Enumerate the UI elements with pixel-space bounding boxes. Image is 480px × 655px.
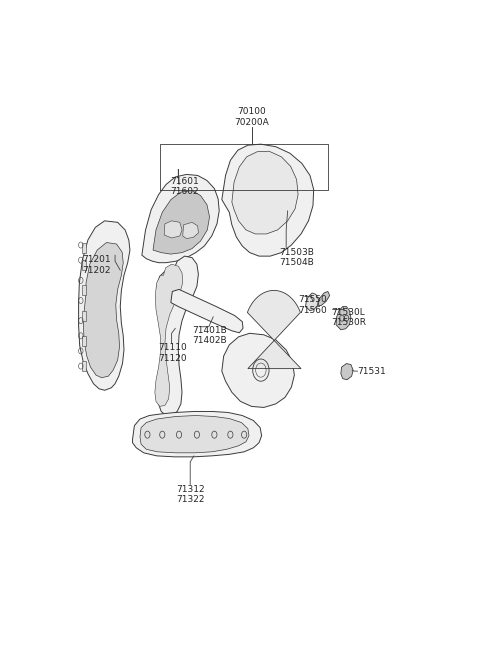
Text: 71401B
71402B: 71401B 71402B [192, 326, 227, 345]
Polygon shape [140, 415, 249, 453]
Polygon shape [132, 411, 262, 457]
Polygon shape [222, 333, 294, 407]
Polygon shape [341, 364, 353, 380]
Polygon shape [83, 260, 86, 271]
Text: 71201
71202: 71201 71202 [83, 255, 111, 274]
Polygon shape [336, 307, 351, 329]
Polygon shape [83, 310, 86, 321]
Polygon shape [142, 174, 219, 263]
Polygon shape [222, 144, 314, 256]
Polygon shape [84, 242, 123, 378]
Text: 71601
71602: 71601 71602 [170, 177, 199, 196]
Text: 71531: 71531 [358, 367, 386, 375]
Polygon shape [305, 293, 319, 310]
Polygon shape [156, 256, 198, 415]
Text: 70100
70200A: 70100 70200A [234, 107, 269, 126]
Polygon shape [247, 290, 301, 369]
Text: 71110
71120: 71110 71120 [158, 343, 187, 363]
Text: 71312
71322: 71312 71322 [176, 485, 204, 504]
Polygon shape [79, 221, 130, 390]
Text: 71503B
71504B: 71503B 71504B [279, 248, 314, 267]
Polygon shape [83, 242, 86, 253]
Polygon shape [83, 336, 86, 346]
Polygon shape [183, 222, 198, 238]
Polygon shape [155, 264, 183, 406]
Polygon shape [83, 361, 86, 371]
Text: 71530L
71530R: 71530L 71530R [332, 308, 367, 328]
Polygon shape [153, 191, 210, 254]
Polygon shape [164, 221, 182, 238]
Polygon shape [83, 286, 86, 295]
Polygon shape [171, 290, 243, 333]
Polygon shape [319, 291, 330, 305]
Text: 71550
71560: 71550 71560 [298, 295, 327, 315]
Polygon shape [232, 151, 298, 234]
